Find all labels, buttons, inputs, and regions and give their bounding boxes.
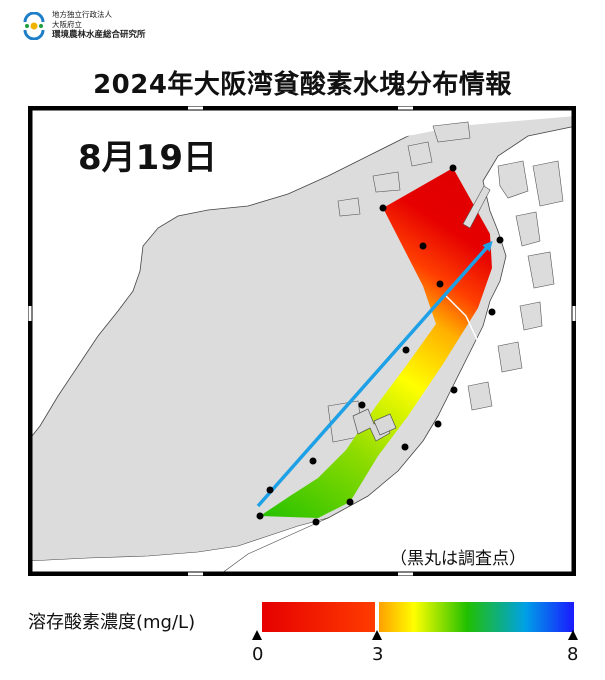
survey-point <box>266 486 274 494</box>
survey-point <box>379 204 387 212</box>
survey-points <box>256 164 504 526</box>
legend-tick-label-3: 3 <box>372 644 384 665</box>
survey-point <box>309 457 317 465</box>
survey-point <box>401 443 409 451</box>
osaka-bay-map <box>28 106 576 576</box>
survey-point <box>402 346 410 354</box>
threshold-contour <box>445 295 481 347</box>
legend-tick-8 <box>568 630 578 640</box>
survey-point <box>358 401 366 409</box>
legend-ticks <box>252 630 578 640</box>
survey-date: 8月19日 <box>78 138 217 178</box>
legend-high-segment <box>379 602 574 632</box>
survey-point <box>312 518 320 526</box>
institute-logo-icon <box>23 12 45 40</box>
survey-point <box>488 308 496 316</box>
page-title: 2024年大阪湾貧酸素水塊分布情報 <box>93 70 512 100</box>
survey-point <box>496 236 504 244</box>
frame-tick-gaps <box>28 106 576 576</box>
logo-line-2: 大阪府立 <box>52 20 82 29</box>
land-south <box>28 517 329 576</box>
survey-point <box>434 420 442 428</box>
survey-point <box>346 498 354 506</box>
legend-tick-3 <box>372 630 382 640</box>
survey-point <box>450 386 458 394</box>
dissolved-oxygen-area <box>260 168 492 518</box>
legend-color-bar <box>262 602 574 632</box>
institute-logo: 地方独立行政法人 大阪府立 環境農林水産総合研究所 <box>22 10 222 44</box>
legend-tick-label-8: 8 <box>567 644 579 665</box>
legend-label: 溶存酸素濃度(mg/L) <box>28 612 196 633</box>
survey-point <box>419 242 427 250</box>
legend-low-segment <box>262 602 375 632</box>
logo-line-1: 地方独立行政法人 <box>52 10 112 19</box>
land-north-strip <box>28 106 576 224</box>
logo-line-3: 環境農林水産総合研究所 <box>52 30 146 40</box>
legend-tick-0 <box>252 630 262 640</box>
survey-point <box>449 164 457 172</box>
transect-arrow <box>256 241 493 508</box>
artificial-island <box>352 408 397 442</box>
legend-tick-label-0: 0 <box>252 644 264 665</box>
survey-point <box>436 280 444 288</box>
survey-point <box>256 512 264 520</box>
reclaimed-islands <box>327 121 564 443</box>
survey-point-note: （黒丸は調査点） <box>390 549 526 569</box>
frame-ticks <box>28 106 576 576</box>
breakwater <box>462 185 491 229</box>
